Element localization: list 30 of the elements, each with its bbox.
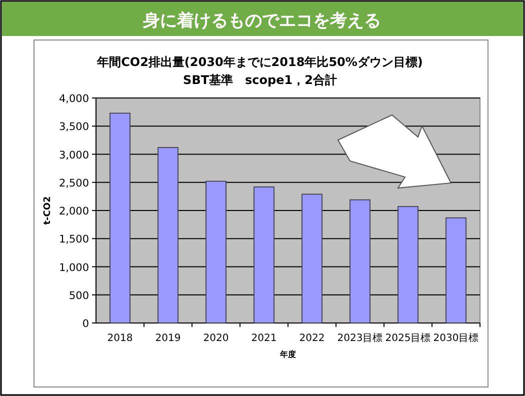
y-tick-label: 2,000: [58, 206, 89, 218]
bar: [158, 147, 178, 324]
y-tick-label: 2,500: [58, 177, 89, 190]
y-tick-label: 1,500: [58, 234, 89, 246]
x-tick-label: 2019: [155, 333, 181, 344]
text: 身に着けるものでエコを考える: [142, 11, 381, 31]
y-tick-label: 3,000: [58, 149, 89, 162]
x-tick-label: 2021: [251, 333, 277, 344]
x-tick-label: 2022: [299, 333, 325, 344]
y-tick-label: 0: [82, 318, 89, 330]
x-tick-label: 2020: [203, 333, 229, 344]
bar: [254, 186, 274, 324]
bar: [206, 180, 226, 324]
x-axis-title: 年度: [279, 349, 296, 359]
y-tick-label: 1,000: [58, 262, 89, 274]
x-tick-label: 2018: [107, 333, 133, 344]
x-tick-label: 2030目標: [433, 332, 479, 344]
bar: [350, 199, 370, 324]
y-tick-label: 500: [68, 290, 89, 302]
x-tick-label: 2025目標: [385, 332, 431, 344]
bar: [398, 206, 418, 324]
bar: [302, 194, 322, 324]
chart-subtitle: SBT基準 scope1，2合計: [183, 73, 337, 87]
y-axis-title: t-CO2: [43, 196, 53, 225]
bar: [446, 217, 466, 324]
y-tick-label: 4,000: [58, 93, 89, 105]
bar: [110, 112, 130, 324]
y-tick-label: 3,500: [58, 121, 89, 134]
chart-title: 年間CO2排出量(2030年までに2018年比50%ダウン目標): [96, 55, 423, 69]
x-tick-label: 2023目標: [337, 332, 383, 344]
